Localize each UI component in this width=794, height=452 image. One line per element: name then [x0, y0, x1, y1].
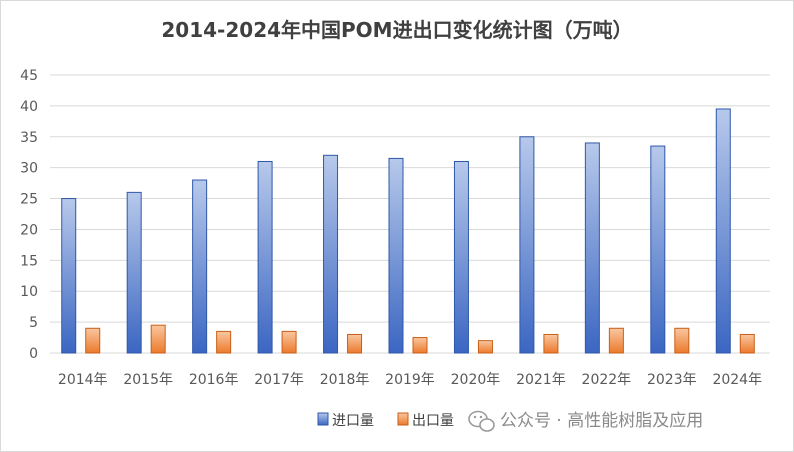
import-bar-2021年: [519, 136, 535, 354]
import-bar-2015年: [126, 191, 142, 354]
x-tick-label: 2017年: [254, 372, 304, 388]
import-bar-2024年: [715, 108, 731, 354]
y-tick-label: 10: [20, 284, 38, 300]
y-tick-label: 30: [20, 161, 38, 177]
x-tick-label: 2021年: [516, 372, 566, 388]
export-bar-2018年: [347, 333, 363, 354]
import-bar-2020年: [453, 160, 469, 354]
export-bar-2020年: [477, 340, 493, 354]
x-tick-label: 2015年: [123, 372, 173, 388]
y-tick-label: 45: [20, 68, 38, 84]
import-bar-2019年: [388, 157, 404, 354]
watermark-text: 公众号 · 高性能树脂及应用: [500, 411, 703, 431]
bars: [61, 108, 755, 354]
grid-lines: [50, 74, 770, 354]
legend-swatch-export: [397, 412, 409, 426]
export-bar-2015年: [150, 324, 166, 354]
x-tick-label: 2022年: [582, 372, 632, 388]
x-axis-ticks: 2014年 2015年 2016年 2017年 2018年 2019年 2020年 2021年…: [58, 372, 762, 388]
x-tick-label: 2020年: [451, 372, 501, 388]
export-bar-2014年: [85, 327, 101, 354]
import-bar-2017年: [257, 160, 273, 354]
export-bar-2023年: [674, 327, 690, 354]
y-tick-label: 15: [20, 253, 38, 269]
x-tick-label: 2024年: [712, 372, 762, 388]
import-bar-2014年: [61, 198, 77, 354]
y-tick-label: 0: [29, 346, 38, 362]
y-tick-label: 20: [20, 222, 38, 238]
x-tick-label: 2018年: [320, 372, 370, 388]
export-bar-2024年: [739, 333, 755, 354]
x-tick-label: 2019年: [385, 372, 435, 388]
watermark: 公众号 · 高性能树脂及应用: [468, 410, 703, 432]
import-bar-2023年: [650, 145, 666, 354]
y-axis-ticks: 0 5 10 15 20 25 30 35 40 45: [20, 68, 38, 362]
y-tick-label: 40: [20, 99, 38, 115]
export-bar-2019年: [412, 337, 428, 354]
export-bar-2016年: [216, 330, 232, 354]
y-tick-label: 5: [29, 315, 38, 331]
legend-label-import: 进口量: [332, 413, 374, 429]
export-bar-2022年: [608, 327, 624, 354]
import-bar-2022年: [584, 142, 600, 354]
x-tick-label: 2014年: [58, 372, 108, 388]
export-bar-2021年: [543, 333, 559, 354]
y-tick-label: 35: [20, 130, 38, 146]
x-tick-label: 2023年: [647, 372, 697, 388]
import-bar-2018年: [323, 154, 339, 354]
legend-swatch-import: [317, 412, 329, 426]
legend-label-export: 出口量: [412, 413, 454, 429]
export-bar-2017年: [281, 330, 297, 354]
wechat-icon: [468, 410, 495, 432]
y-tick-label: 25: [20, 192, 38, 208]
legend: 进口量 出口量: [317, 412, 454, 429]
chart-title: 2014-2024年中国POM进出口变化统计图（万吨）: [161, 18, 633, 42]
x-tick-label: 2016年: [189, 372, 239, 388]
import-bar-2016年: [192, 179, 208, 354]
